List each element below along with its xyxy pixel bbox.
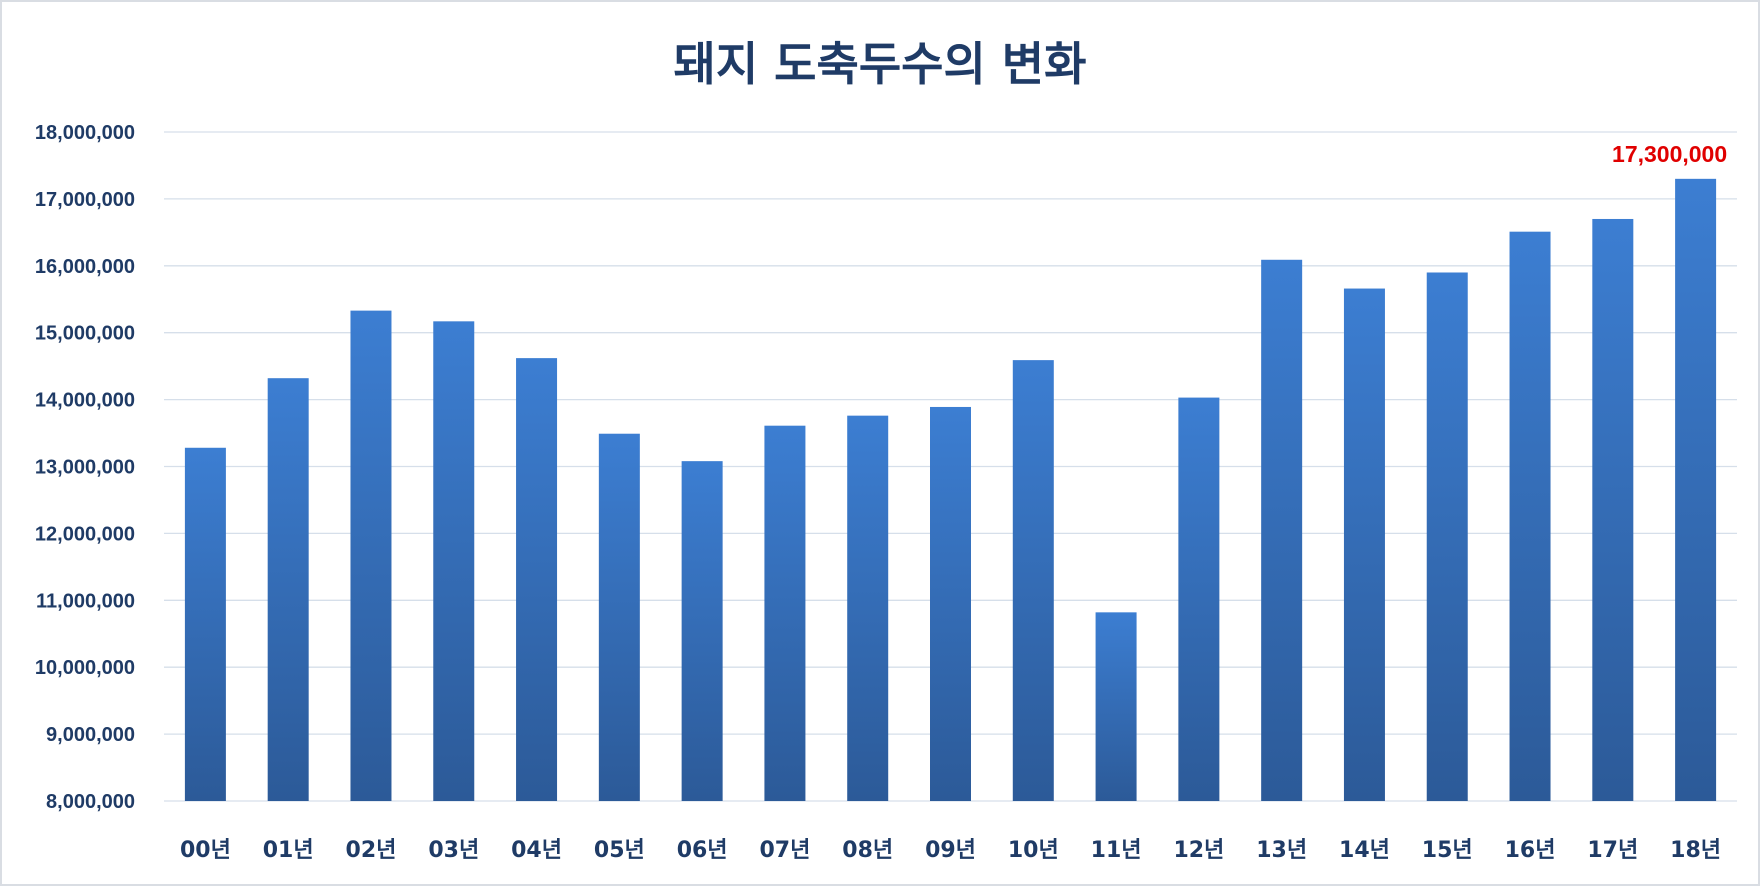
x-axis-tick-labels: 00년 01년 02년 03년 04년 05년 06년 07년 08년 09년 10년 11년 12년 1…: [180, 838, 1721, 863]
x-tick-label: 00년: [180, 838, 231, 863]
bars: [184, 178, 1717, 802]
y-tick-label: 11,000,000: [36, 590, 135, 612]
x-tick-label: 04년: [511, 838, 562, 863]
bar: [350, 310, 392, 801]
bar: [267, 378, 309, 801]
x-tick-label: 07년: [759, 838, 810, 863]
x-tick-label: 09년: [925, 838, 976, 863]
bar: [681, 461, 723, 801]
x-tick-label: 03년: [428, 838, 479, 863]
data-labels: 17,300,000: [1612, 141, 1727, 167]
y-tick-label: 17,000,000: [35, 189, 135, 211]
y-tick-label: 9,000,000: [46, 724, 135, 746]
x-tick-label: 11년: [1091, 838, 1142, 863]
bar: [1261, 259, 1303, 801]
bar: [1675, 178, 1717, 801]
x-tick-label: 02년: [346, 838, 397, 863]
bar: [184, 447, 226, 801]
x-tick-label: 18년: [1670, 838, 1721, 863]
bar: [1343, 288, 1385, 801]
bar: [516, 358, 558, 801]
bar: [1095, 612, 1137, 801]
bar: [1012, 360, 1054, 801]
x-tick-label: 13년: [1256, 838, 1307, 863]
x-tick-label: 16년: [1505, 838, 1556, 863]
y-axis-tick-labels: 8,000,000 9,000,000 10,000,000 11,000,000 12…: [35, 122, 135, 813]
y-tick-label: 8,000,000: [46, 791, 135, 813]
bar: [847, 415, 889, 801]
y-tick-label: 12,000,000: [35, 523, 135, 545]
bar: [930, 406, 971, 801]
x-tick-label: 05년: [594, 838, 645, 863]
bar: [1509, 231, 1551, 801]
bar: [433, 321, 475, 801]
bar: [1426, 272, 1468, 801]
y-tick-label: 10,000,000: [35, 657, 135, 679]
x-tick-label: 06년: [677, 838, 728, 863]
chart-title: 돼지 도축두수의 변화: [674, 37, 1087, 91]
y-tick-label: 14,000,000: [35, 390, 135, 412]
y-tick-label: 15,000,000: [35, 323, 135, 345]
bar: [1178, 397, 1220, 801]
x-tick-label: 14년: [1339, 838, 1390, 863]
x-tick-label: 17년: [1587, 838, 1638, 863]
x-tick-label: 15년: [1422, 838, 1473, 863]
bar: [1592, 218, 1634, 802]
bar: [598, 433, 640, 801]
x-tick-label: 08년: [842, 838, 893, 863]
x-tick-label: 01년: [263, 838, 314, 863]
data-label: 17,300,000: [1612, 141, 1727, 167]
y-tick-label: 13,000,000: [35, 457, 135, 479]
y-tick-label: 16,000,000: [35, 256, 135, 278]
y-tick-label: 18,000,000: [35, 122, 135, 144]
bar: [764, 425, 806, 801]
x-tick-label: 10년: [1008, 838, 1059, 863]
x-tick-label: 12년: [1173, 838, 1224, 863]
